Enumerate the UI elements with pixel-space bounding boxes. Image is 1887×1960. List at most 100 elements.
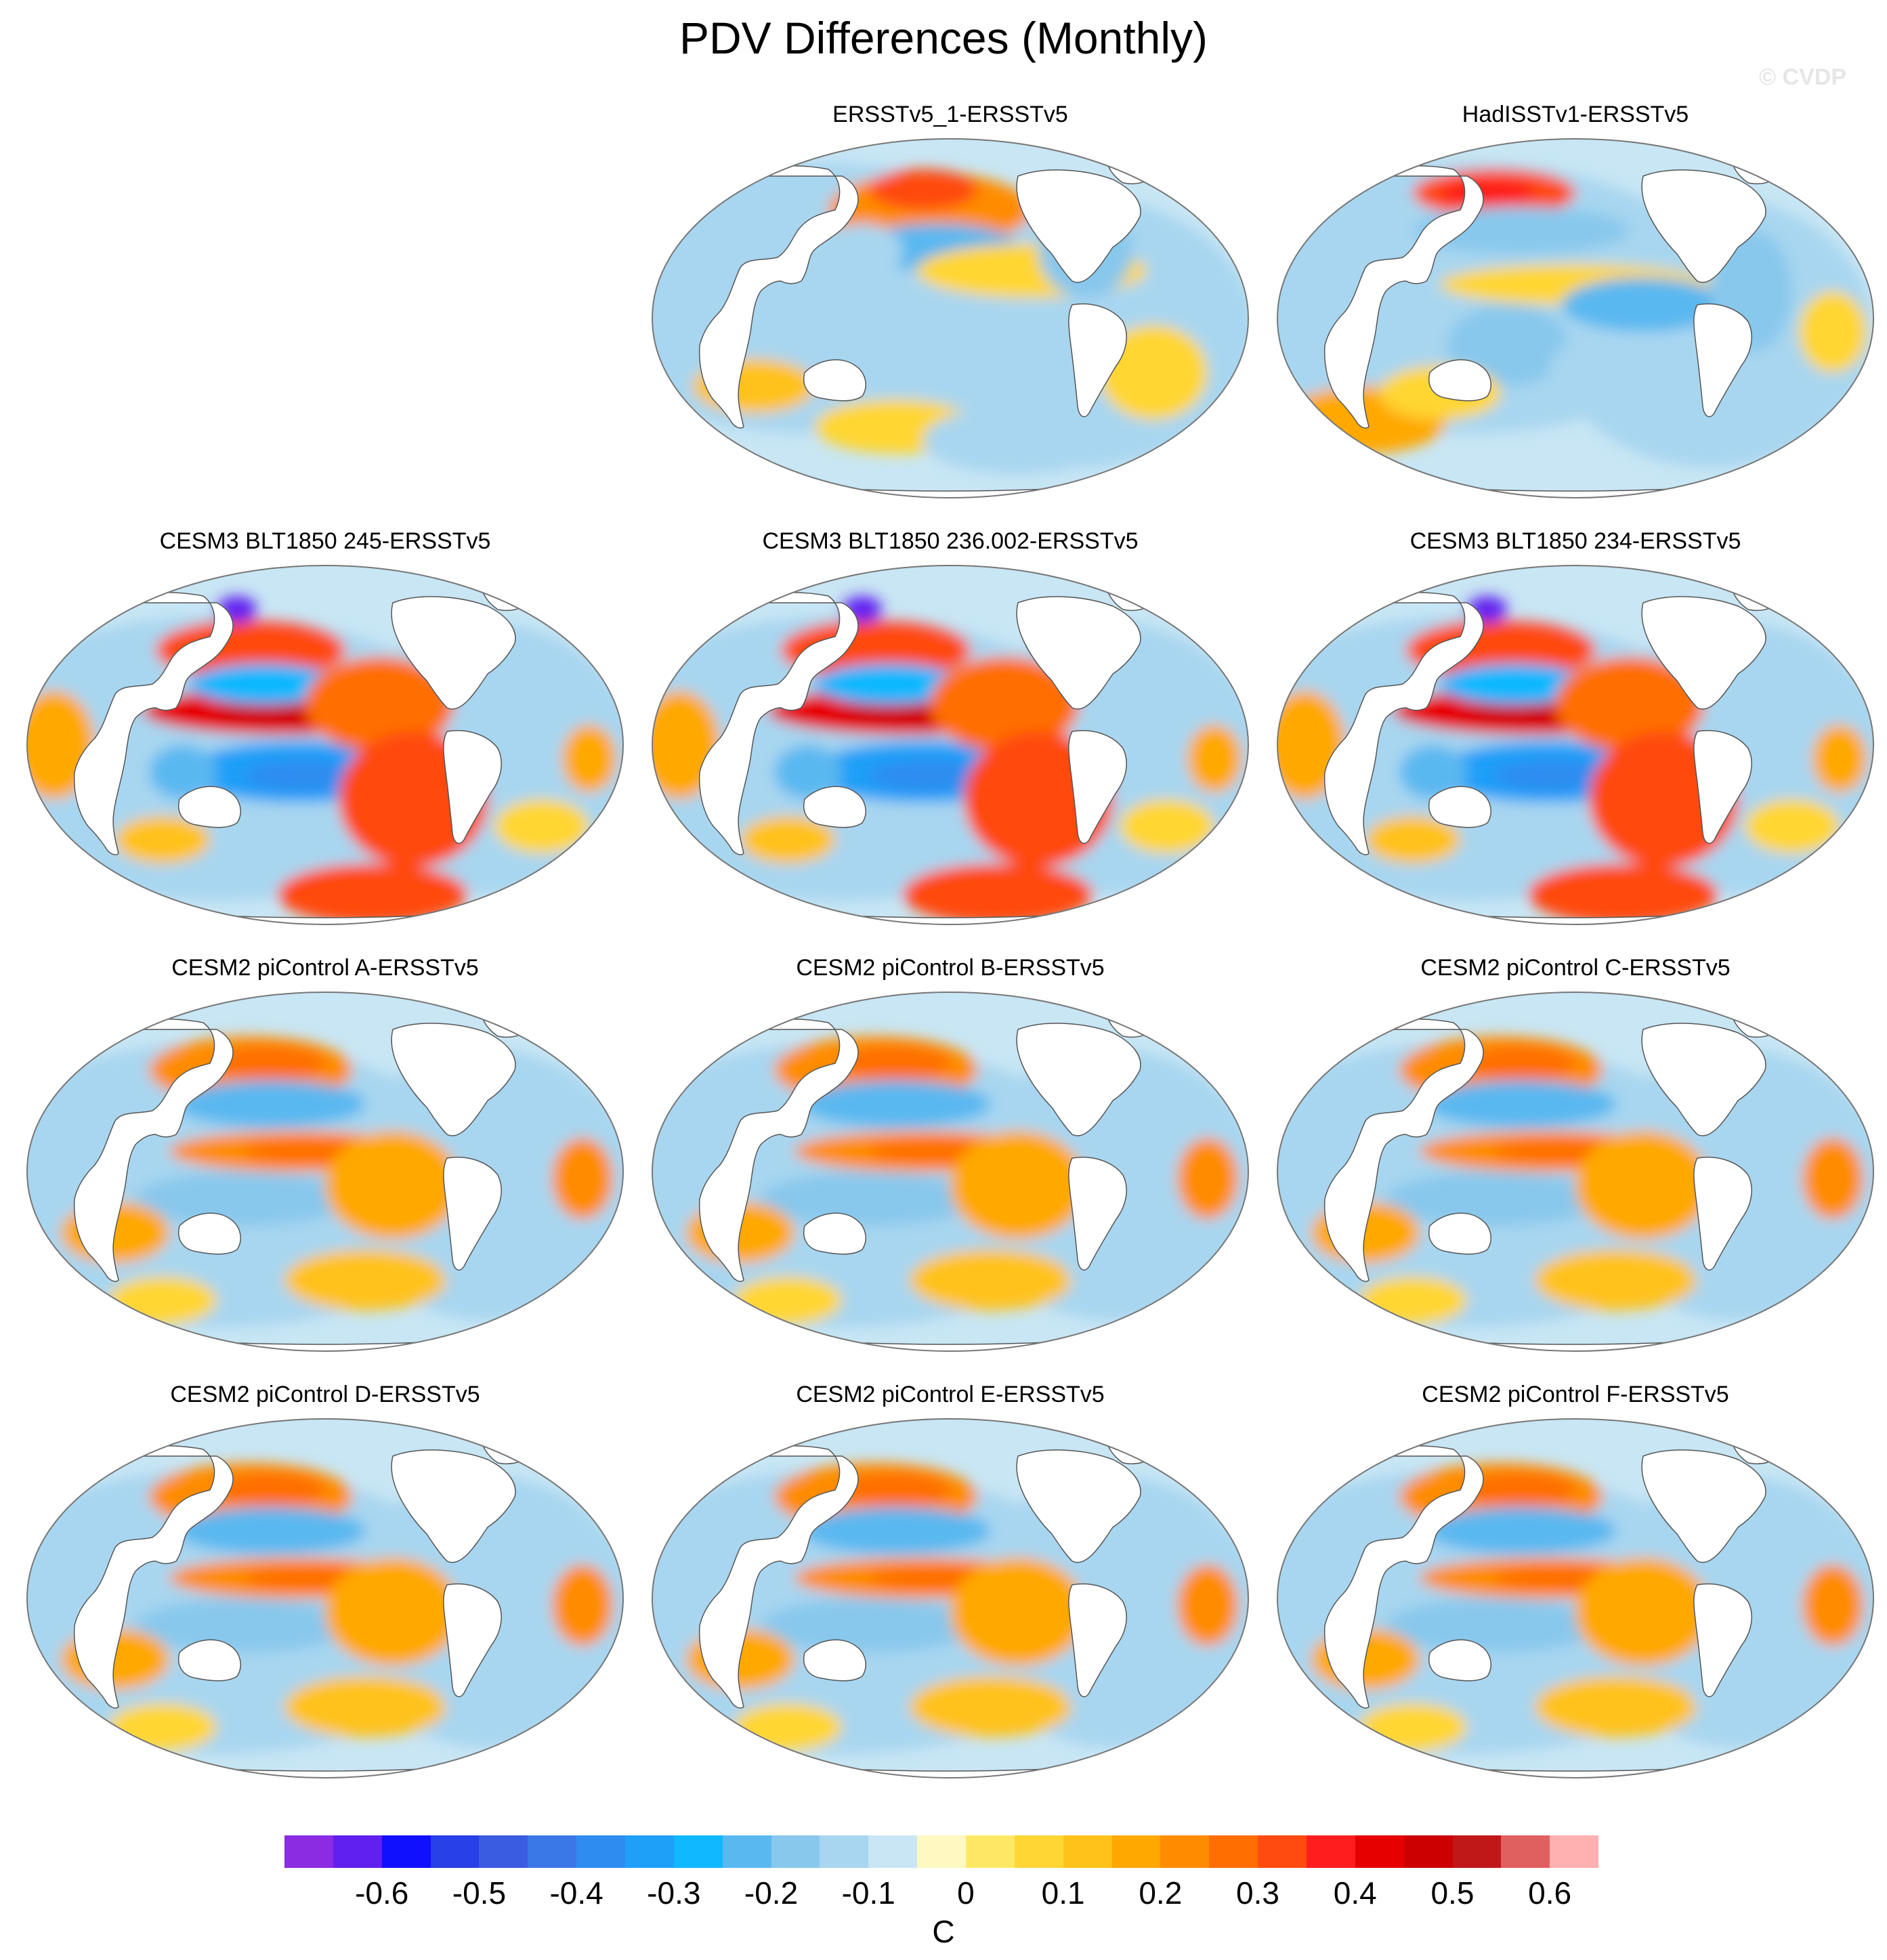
anomaly-contour-region [774,745,842,799]
world-map [652,992,1249,1352]
colorbar-box [722,1835,771,1868]
land-mask [1693,1583,1752,1697]
land-mask [1428,1639,1491,1682]
anomaly-contour-region [842,1046,950,1080]
colorbar-tick-label: 0.5 [1430,1875,1475,1911]
land-mask [1323,165,1484,429]
anomaly-contour-region [801,1080,991,1128]
colorbar-tick-label: -0.2 [744,1875,799,1911]
anomaly-contour-region [1426,1080,1616,1128]
anomaly-contour-region [1528,864,1718,924]
land-mask [1068,1157,1127,1271]
map-border [1277,138,1874,498]
map-panel-hadisstv1: HadISSTv1-ERSSTv5 [1264,102,1887,508]
colorbar-unit-label: C [932,1914,955,1949]
land-mask [1016,1449,1141,1563]
world-map [652,138,1249,498]
anomaly-contour-region [761,1598,977,1653]
panel-title: CESM2 piControl A-ERSSTv5 [171,955,479,981]
world-map [652,565,1249,925]
land-mask [178,786,241,828]
map-border [652,992,1249,1352]
colorbar-box [820,1835,869,1868]
anomaly-contour-region [950,1558,1086,1666]
map-border [1277,992,1874,1352]
anomaly-contour-region [1535,1676,1697,1737]
land-mask [698,1445,859,1709]
map-border [26,992,624,1352]
anomaly-contour-region [801,1507,991,1554]
map-panel-cesm2_e: CESM2 piControl E-ERSSTv5 [639,1382,1262,1788]
land-mask [178,1639,241,1682]
colorbar-box [284,1835,333,1868]
panel-title: CESM2 piControl C-ERSSTv5 [1420,955,1731,981]
land-mask [1016,596,1141,710]
land-mask [739,1334,1162,1351]
colorbar-tick-labels: -0.6 -0.5 -0.4 -0.3 -0.2 -0.1 0 0.1 0.2 0.3 0.4 0.5… [284,1875,1598,1915]
colorbar-box [771,1835,820,1868]
anomaly-contour-region [305,657,454,752]
world-map [1277,1418,1874,1778]
anomaly-contour-region [1187,725,1242,792]
colorbar-box [576,1835,626,1868]
panel-title: CESM3 BLT1850 245-ERSSTv5 [159,528,491,554]
world-map [1277,565,1874,925]
colorbar-box [1014,1835,1063,1868]
anomaly-contour-region [1120,799,1214,853]
land-mask [1641,1023,1766,1136]
land-mask [803,359,866,402]
land-mask [1364,480,1787,498]
map-border [1277,1418,1874,1778]
watermark: © CVDP [1759,64,1846,90]
anomaly-contour-region [149,745,217,799]
world-map [26,992,624,1352]
land-mask [803,786,866,828]
land-mask [73,592,234,855]
colorbar-tick-label: -0.3 [647,1875,701,1911]
anomaly-contour-region [1799,291,1867,372]
colorbar-tick-label: 0 [957,1875,975,1911]
map-panel-cesm2_a: CESM2 piControl A-ERSSTv5 [14,955,637,1361]
anomaly-contour-region [1812,725,1867,792]
anomaly-contour-region [950,1131,1086,1239]
colorbar-box [381,1835,431,1868]
anomaly-contour-region [1467,1473,1575,1507]
colorbar-tick-label: 0.2 [1139,1875,1183,1911]
anomaly-contour-region [284,1676,447,1737]
land-mask [443,1157,502,1271]
colorbar-box [673,1835,723,1868]
land-mask [803,1639,866,1682]
panel-title: CESM3 BLT1850 234-ERSSTv5 [1409,528,1741,554]
anomaly-contour-region [903,864,1093,924]
anomaly-contour-region [734,1277,842,1324]
anomaly-contour-region [1386,1172,1603,1226]
anomaly-contour-region [1440,664,1589,704]
world-map [26,565,624,925]
colorbar-box [1403,1835,1453,1868]
panel-title: HadISSTv1-ERSSTv5 [1462,102,1689,127]
anomaly-contour-region [740,816,835,864]
map-panel-cesm3_234: CESM3 BLT1850 234-ERSSTv5 [1264,528,1887,935]
world-map [652,1418,1249,1778]
land-mask [391,1449,516,1563]
anomaly-contour-region [1359,1277,1467,1324]
colorbar-box [430,1835,480,1868]
anomaly-contour-region [1099,325,1208,420]
anomaly-contour-region [734,1703,842,1751]
world-map [1277,992,1874,1352]
anomaly-contour-region [930,657,1079,752]
map-panel-ersstv5_1: ERSSTv5_1-ERSSTv5 [639,102,1262,508]
land-mask [1693,1157,1752,1271]
anomaly-contour-region [1802,1564,1863,1646]
land-mask [1364,907,1787,924]
anomaly-contour-region [1365,816,1460,864]
anomaly-contour-region [552,1138,613,1219]
anomaly-contour-region [761,1172,977,1226]
anomaly-contour-region [1555,657,1704,752]
colorbar-box [1209,1835,1258,1868]
anomaly-contour-region [325,1558,461,1666]
anomaly-contour-region [1562,278,1724,332]
figure-title: PDV Differences (Monthly) [679,13,1208,63]
land-mask [1428,786,1491,828]
map-panel-cesm3_245: CESM3 BLT1850 245-ERSSTv5 [14,528,637,935]
